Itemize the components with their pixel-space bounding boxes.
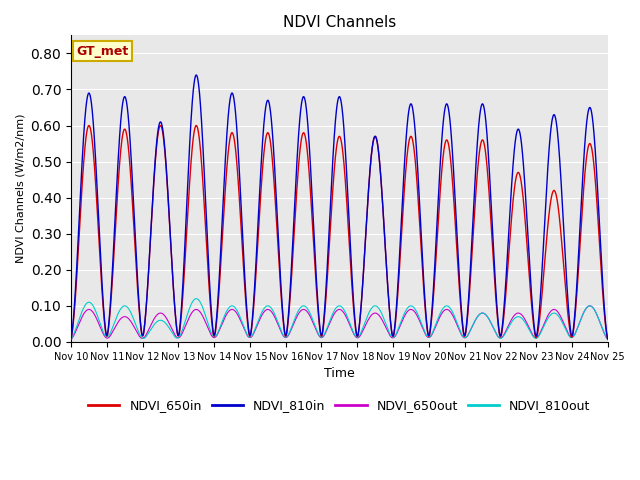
Y-axis label: NDVI Channels (W/m2/nm): NDVI Channels (W/m2/nm) bbox=[15, 114, 25, 264]
Text: GT_met: GT_met bbox=[76, 45, 129, 58]
Legend: NDVI_650in, NDVI_810in, NDVI_650out, NDVI_810out: NDVI_650in, NDVI_810in, NDVI_650out, NDV… bbox=[83, 394, 596, 417]
X-axis label: Time: Time bbox=[324, 367, 355, 380]
Title: NDVI Channels: NDVI Channels bbox=[283, 15, 396, 30]
